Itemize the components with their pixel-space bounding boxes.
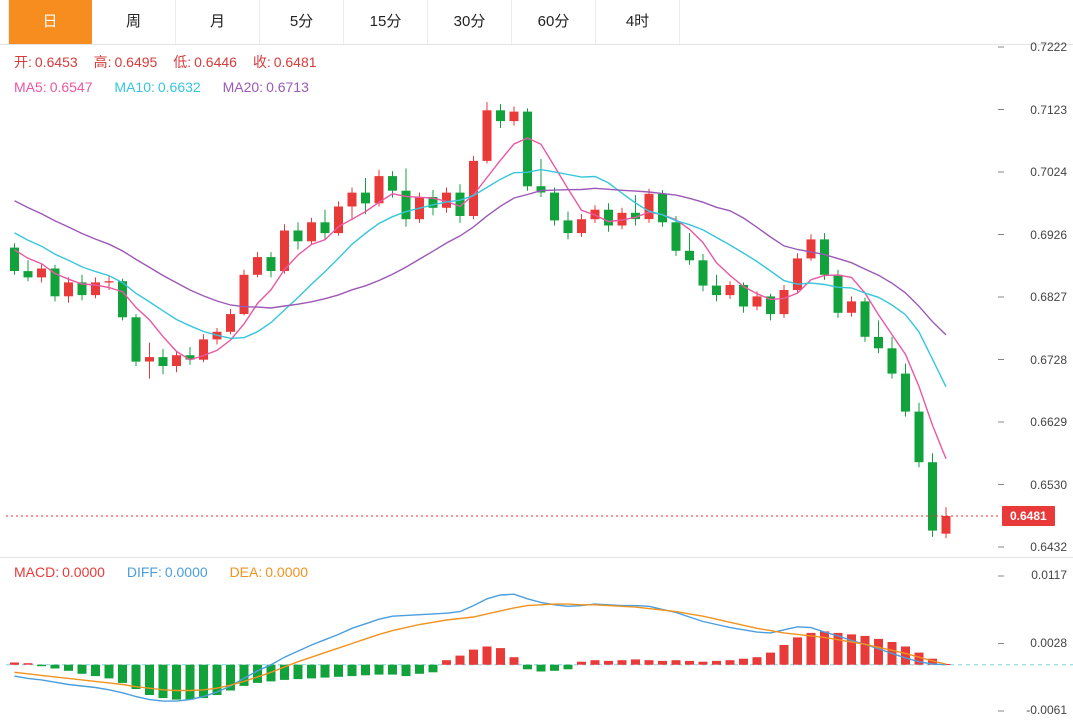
open-label: 开: [14,54,32,70]
ma20-label: MA20: [222,79,264,95]
period-tabbar: 日 周 月 5分 15分 30分 60分 4时 [0,0,1073,45]
low-value: 0.6446 [194,54,237,70]
tab-15min[interactable]: 15分 [344,0,428,44]
y-axis-label: 0.6926 [1030,228,1067,242]
y-axis-label: 0.6827 [1030,290,1067,304]
diff-value: 0.0000 [164,564,208,580]
close-value: 0.6481 [273,54,317,70]
macd-value: 0.0000 [62,564,105,580]
y-axis-label: 0.6432 [1030,540,1067,554]
tab-30min[interactable]: 30分 [428,0,512,44]
y-axis-label: 0.6629 [1030,415,1067,429]
current-price-tag: 0.6481 [1002,506,1055,526]
macd-label: MACD: [14,564,60,580]
dea-label: DEA: [229,564,263,580]
ma10-label: MA10: [114,79,155,95]
ma20-value: 0.6713 [266,79,309,95]
ma5-value: 0.6547 [49,79,93,95]
open-value: 0.6453 [34,54,78,70]
tab-4hour[interactable]: 4时 [596,0,680,44]
ma10-value: 0.6632 [157,79,201,95]
tab-day[interactable]: 日 [8,0,92,44]
close-label: 收: [252,54,271,70]
low-label: 低: [173,54,192,70]
macd-axis: 0.0117 0.0028 -0.0061 [1000,557,1073,723]
tab-week[interactable]: 周 [92,0,176,44]
price-axis: 0.7222 0.7123 0.7024 0.6926 0.6827 0.672… [1000,40,1073,557]
macd-axis-label: -0.0061 [1026,703,1067,717]
y-axis-label: 0.6728 [1030,353,1067,367]
macd-indicator-row: MACD: 0.0000 DIFF: 0.0000 DEA: 0.0000 [14,564,326,580]
macd-axis-label: 0.0117 [1031,568,1067,582]
high-value: 0.6495 [114,54,158,70]
macd-chart[interactable] [0,557,1073,723]
candlestick-chart[interactable] [0,45,1073,557]
ma5-label: MA5: [14,79,47,95]
dea-value: 0.0000 [265,564,309,580]
tab-month[interactable]: 月 [176,0,260,44]
tab-5min[interactable]: 5分 [260,0,344,44]
y-axis-label: 0.7222 [1030,40,1067,54]
tab-60min[interactable]: 60分 [512,0,596,44]
high-label: 高: [93,54,112,70]
macd-axis-label: 0.0028 [1030,636,1067,650]
diff-label: DIFF: [126,564,162,580]
y-axis-label: 0.6530 [1030,478,1067,492]
y-axis-label: 0.7123 [1030,103,1067,117]
ma-indicator-row: MA5: 0.6547 MA10: 0.6632 MA20: 0.6713 [14,79,327,95]
ohlc-indicator-row: 开: 0.6453 高: 0.6495 低: 0.6446 收: 0.6481 [14,52,329,72]
y-axis-label: 0.7024 [1030,165,1067,179]
